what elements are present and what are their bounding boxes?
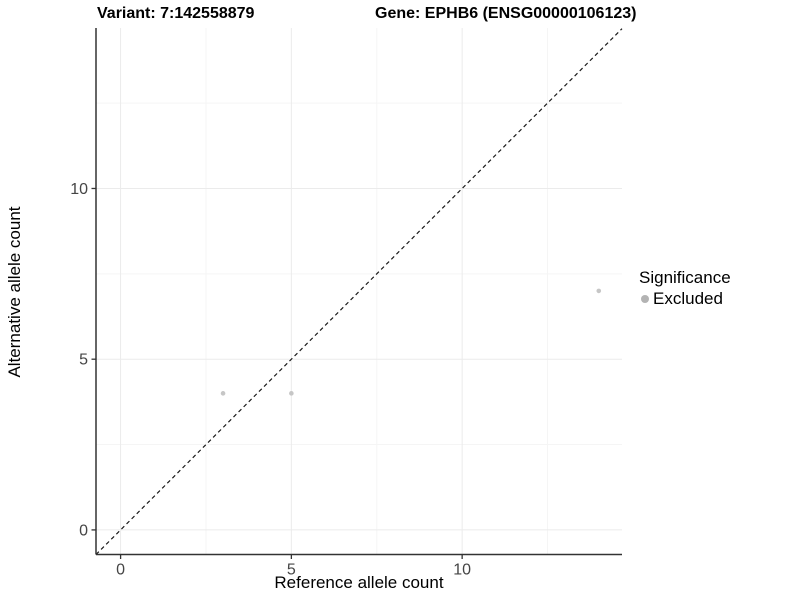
legend-title: Significance [639, 268, 731, 287]
data-point [596, 288, 602, 294]
x-tick-label: 5 [287, 562, 296, 579]
data-point [220, 391, 226, 396]
x-axis-label: Reference allele count [274, 573, 444, 592]
legend: Significance Excluded [639, 268, 731, 309]
data-point [289, 391, 294, 396]
legend-entry: Excluded [639, 289, 731, 309]
x-tick-label: 0 [116, 562, 125, 579]
y-axis-label: Alternative allele count [5, 206, 24, 378]
chart-title-variant: Variant: 7:142558879 [97, 5, 255, 22]
y-tick-label: 10 [70, 181, 88, 198]
x-tick-label: 10 [453, 562, 471, 579]
legend-entry-label: Excluded [653, 289, 723, 308]
y-tick-label: 0 [79, 522, 88, 539]
y-tick-label: 5 [79, 352, 88, 369]
identity-line [95, 28, 623, 555]
legend-key-dot-icon [641, 295, 649, 303]
chart-title-gene: Gene: EPHB6 (ENSG00000106123) [375, 5, 637, 22]
